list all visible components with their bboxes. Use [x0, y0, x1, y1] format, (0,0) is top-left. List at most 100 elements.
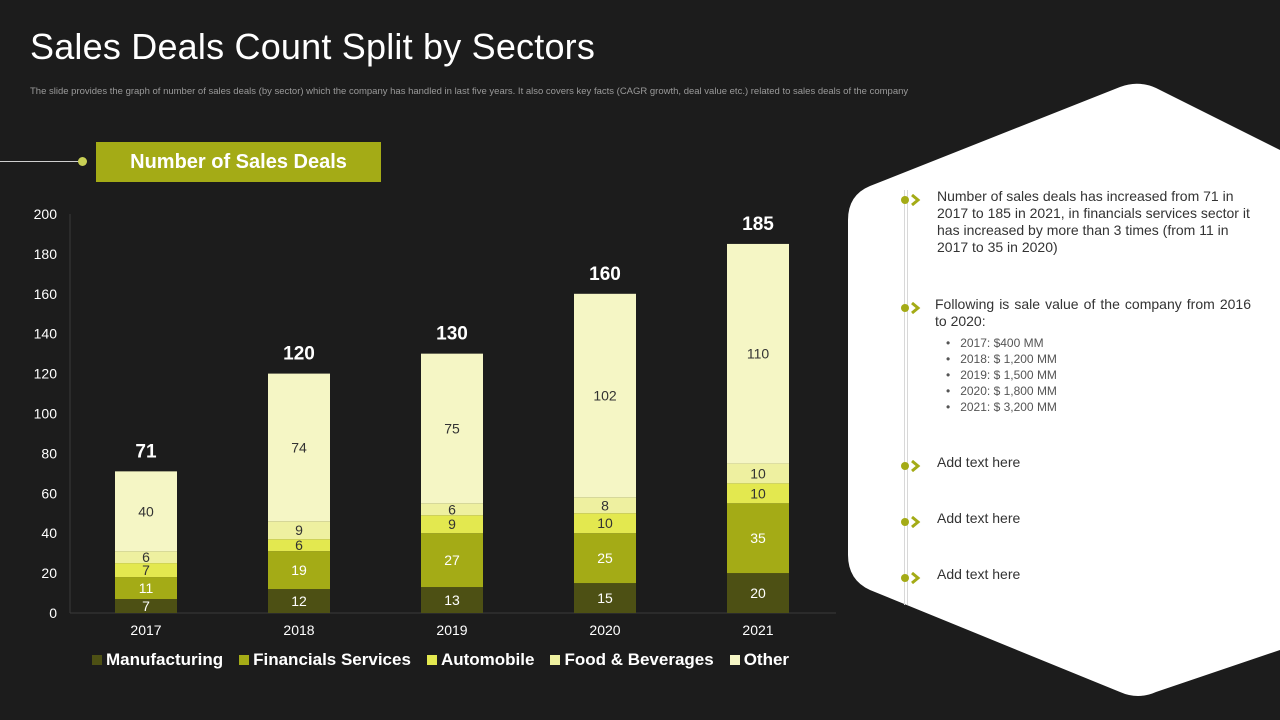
- legend-label-financials: Financials Services: [253, 650, 411, 669]
- bar-segment: [268, 589, 330, 613]
- legend-swatch-manufacturing: [92, 655, 102, 665]
- data-label: 27: [444, 552, 460, 568]
- note-text: Add text here: [937, 454, 1021, 470]
- x-tick-label: 2020: [589, 622, 620, 638]
- bar-segment: [574, 583, 636, 613]
- y-tick-label: 140: [34, 326, 58, 342]
- slide-title: Sales Deals Count Split by Sectors: [30, 26, 596, 67]
- bar-segment: [421, 503, 483, 516]
- legend-item-manufacturing: Manufacturing: [92, 650, 223, 670]
- total-label: 130: [436, 324, 468, 345]
- data-label: 20: [750, 585, 766, 601]
- data-label: 8: [601, 497, 609, 513]
- legend-item-financials: Financials Services: [239, 650, 411, 670]
- y-tick-label: 60: [41, 485, 57, 501]
- legend-label-manufacturing: Manufacturing: [106, 650, 224, 669]
- x-tick-label: 2018: [283, 622, 314, 638]
- data-label: 6: [448, 501, 456, 517]
- bar-segment: [115, 577, 177, 600]
- legend-swatch-other: [729, 655, 740, 665]
- data-label: 9: [295, 522, 303, 538]
- legend-label-automobile: Automobile: [440, 650, 535, 669]
- bullet-chevron-icon: [901, 516, 921, 528]
- data-label: 75: [444, 420, 460, 436]
- bar-segment: [268, 373, 330, 522]
- bullet-chevron-icon: [901, 460, 921, 472]
- total-label: 185: [742, 214, 774, 235]
- list-item: 2017: $400 MM: [946, 335, 1057, 351]
- data-label: 10: [597, 515, 613, 531]
- note-text: Add text here: [937, 510, 1021, 526]
- bar-segment: [574, 533, 636, 584]
- y-tick-label: 0: [49, 605, 57, 621]
- legend-swatch-financials: [239, 655, 250, 665]
- bar-segment: [268, 551, 330, 590]
- list-item: 2019: $ 1,500 MM: [946, 367, 1057, 383]
- y-tick-label: 40: [41, 525, 57, 541]
- total-label: 120: [283, 344, 315, 365]
- section-header: Number of Sales Deals: [96, 142, 381, 182]
- bar-segment: [574, 513, 636, 534]
- data-label: 7: [142, 562, 150, 578]
- data-label: 13: [444, 592, 460, 608]
- stacked-bar-chart: 0204060801001201401601802007117640712017…: [34, 206, 836, 638]
- x-tick-label: 2021: [742, 622, 773, 638]
- legend-label-other: Other: [743, 650, 790, 669]
- bar-segment: [727, 503, 789, 574]
- data-label: 9: [448, 516, 456, 532]
- data-label: 12: [291, 593, 307, 609]
- legend-item-automobile: Automobile: [426, 650, 535, 670]
- bar-segment: [727, 243, 789, 464]
- bar-segment: [115, 471, 177, 552]
- note-text: Add text here: [937, 566, 1021, 582]
- legend-item-other: Other: [729, 650, 790, 670]
- bar-segment: [421, 353, 483, 504]
- bar-segment: [115, 551, 177, 564]
- y-tick-label: 160: [34, 286, 58, 302]
- legend-label-food: Food & Beverages: [564, 650, 714, 669]
- data-label: 102: [593, 388, 617, 404]
- bar-segment: [421, 533, 483, 588]
- bar-segment: [115, 563, 177, 578]
- y-tick-label: 20: [41, 565, 57, 581]
- data-label: 74: [291, 439, 307, 455]
- bar-segment: [115, 599, 177, 613]
- list-item: 2018: $ 1,200 MM: [946, 351, 1057, 367]
- connector-line: [0, 161, 80, 162]
- notes-divider: [904, 190, 908, 605]
- list-item: 2020: $ 1,800 MM: [946, 383, 1057, 399]
- bar-segment: [574, 293, 636, 498]
- data-label: 25: [597, 550, 613, 566]
- x-tick-label: 2019: [436, 622, 467, 638]
- bar-segment: [421, 515, 483, 534]
- chart-legend: Manufacturing Financials Services Automo…: [92, 650, 805, 670]
- y-tick-label: 200: [34, 206, 58, 222]
- total-label: 160: [589, 264, 621, 285]
- legend-item-food: Food & Beverages: [550, 650, 714, 670]
- legend-swatch-food: [550, 655, 561, 665]
- y-tick-label: 120: [34, 366, 58, 382]
- bar-segment: [268, 539, 330, 552]
- slide-subtitle: The slide provides the graph of number o…: [30, 86, 909, 97]
- data-label: 19: [291, 562, 307, 578]
- bar-segment: [574, 497, 636, 514]
- x-tick-label: 2017: [130, 622, 161, 638]
- data-label: 35: [750, 530, 766, 546]
- bar-segment: [727, 573, 789, 613]
- note-text: Number of sales deals has increased from…: [937, 188, 1250, 255]
- bar-segment: [421, 587, 483, 613]
- note-text: Following is sale value of the company f…: [935, 296, 1251, 329]
- data-label: 15: [597, 590, 613, 606]
- data-label: 11: [139, 580, 154, 596]
- bar-segment: [727, 483, 789, 504]
- data-label: 110: [747, 346, 770, 362]
- data-label: 10: [750, 485, 766, 501]
- data-label: 10: [750, 465, 766, 481]
- legend-swatch-automobile: [426, 655, 437, 665]
- y-tick-label: 100: [34, 406, 58, 422]
- data-label: 40: [138, 503, 154, 519]
- data-label: 6: [295, 537, 303, 553]
- bar-segment: [727, 463, 789, 484]
- connector-dot: [78, 157, 87, 166]
